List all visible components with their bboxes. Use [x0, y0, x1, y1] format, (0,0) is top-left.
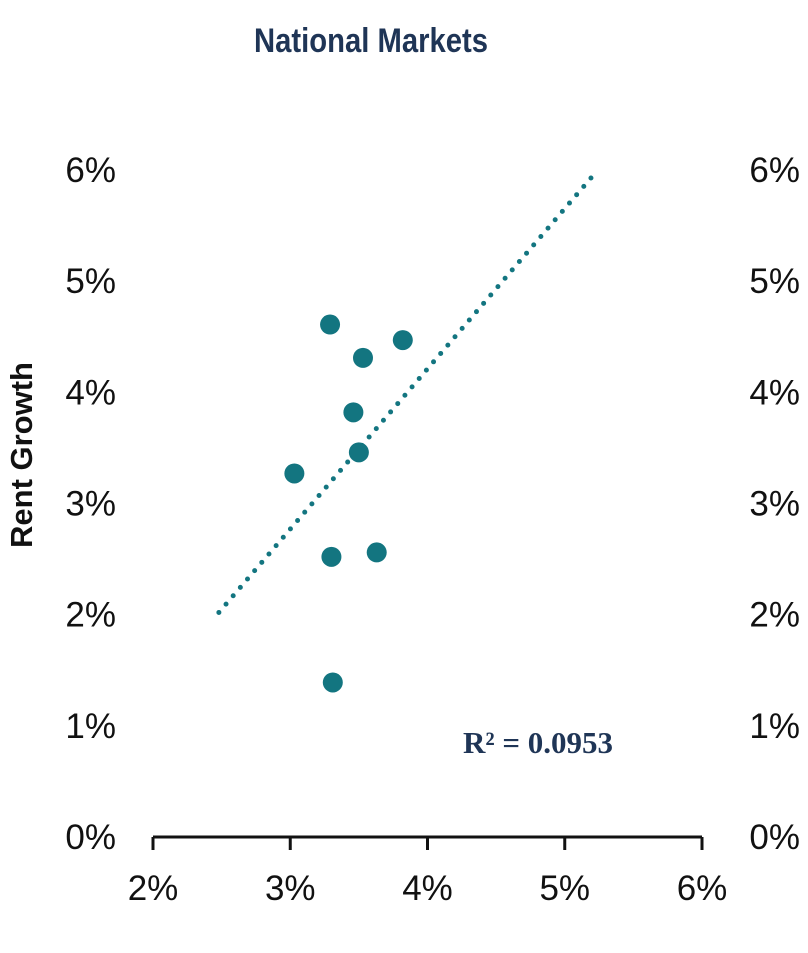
y-tick-label-right: 4% — [749, 373, 800, 412]
y-tick-label-right: 2% — [749, 596, 800, 635]
data-point — [343, 402, 364, 423]
axes: 2% 3% 4% 5% 6% 0% 1% 2% 3% 4% 5% 6% 0% 1% 2% 3% 4% 5% 6% — [65, 151, 800, 908]
y-tick-label-left: 1% — [65, 707, 116, 746]
y-tick-label-right: 3% — [749, 485, 800, 524]
trendline-layer — [216, 170, 598, 615]
trendline — [216, 170, 598, 615]
x-tick-label: 2% — [128, 869, 179, 908]
y-tick-label-right: 0% — [749, 818, 800, 857]
y-tick-label-right: 5% — [749, 262, 800, 301]
y-tick-label-right: 1% — [749, 707, 800, 746]
data-point — [366, 542, 387, 563]
y-tick-label-left: 0% — [65, 818, 116, 857]
data-point — [352, 347, 373, 368]
y-tick-label-left: 2% — [65, 596, 116, 635]
y-tick-label-left: 3% — [65, 485, 116, 524]
y-tick-label-left: 6% — [65, 151, 116, 190]
y-tick-label-left: 4% — [65, 373, 116, 412]
x-tick-label: 5% — [539, 869, 590, 908]
data-point — [348, 442, 369, 463]
x-tick-label: 6% — [677, 869, 728, 908]
data-point — [284, 463, 305, 484]
data-points — [284, 314, 413, 693]
x-tick-label: 4% — [402, 869, 453, 908]
y-tick-label-left: 5% — [65, 262, 116, 301]
data-point — [321, 546, 342, 567]
y-tick-label-right: 6% — [749, 151, 800, 190]
chart-title: National Markets — [253, 22, 489, 60]
r-squared-annotation: R² = 0.0953 — [463, 725, 613, 760]
data-point — [322, 672, 343, 693]
data-point — [320, 314, 341, 335]
data-point — [392, 330, 413, 351]
x-tick-label: 3% — [265, 869, 316, 908]
